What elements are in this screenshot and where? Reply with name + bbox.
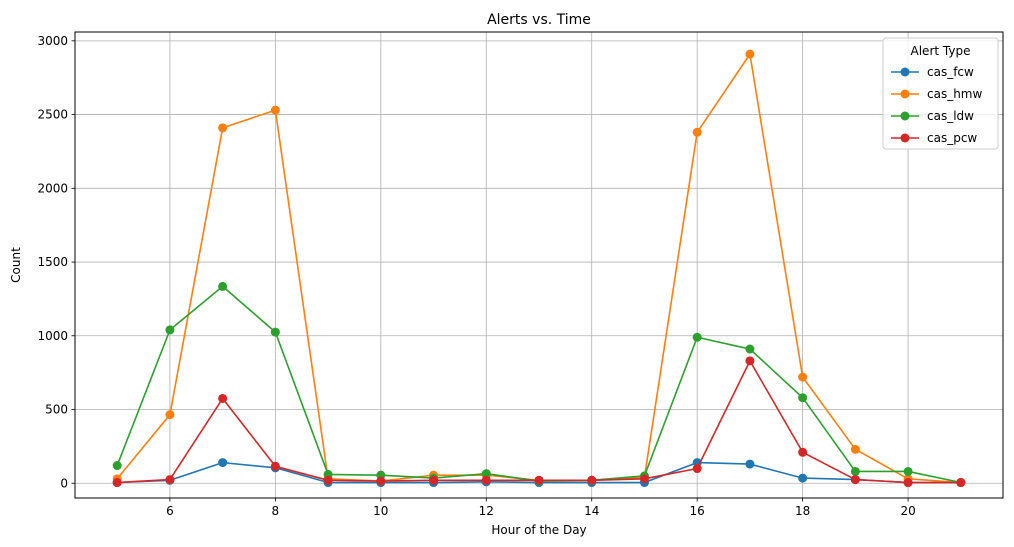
data-point-cas_pcw bbox=[323, 475, 333, 485]
data-point-cas_pcw bbox=[534, 475, 544, 485]
data-point-cas_hmw bbox=[745, 49, 755, 59]
data-point-cas_pcw bbox=[376, 476, 386, 486]
data-point-cas_ldw bbox=[270, 327, 280, 337]
data-point-cas_pcw bbox=[956, 478, 966, 488]
data-point-cas_ldw bbox=[165, 325, 175, 335]
legend-entry-cas_fcw: cas_fcw bbox=[891, 65, 974, 79]
data-point-cas_hmw bbox=[850, 444, 860, 454]
series-cas_pcw bbox=[112, 356, 966, 488]
data-point-cas_pcw bbox=[587, 475, 597, 485]
data-point-cas_ldw bbox=[692, 332, 702, 342]
legend: Alert Type cas_fcw cas_hmw cas_ldw cas_pcw bbox=[882, 37, 999, 150]
y-tick-label: 2000 bbox=[37, 181, 68, 195]
legend-marker bbox=[900, 133, 910, 143]
data-point-cas_hmw bbox=[798, 372, 808, 382]
legend-entries: cas_fcw cas_hmw cas_ldw cas_pcw bbox=[891, 65, 982, 145]
legend-label: cas_hmw bbox=[927, 87, 982, 101]
y-tick-label: 1500 bbox=[37, 255, 68, 269]
data-point-cas_hmw bbox=[692, 127, 702, 137]
y-tick-label: 0 bbox=[60, 476, 68, 490]
y-tick-label: 2500 bbox=[37, 108, 68, 122]
y-tick-label: 1000 bbox=[37, 329, 68, 343]
data-point-cas_ldw bbox=[218, 281, 228, 291]
data-point-cas_hmw bbox=[165, 410, 175, 420]
data-point-cas_fcw bbox=[798, 473, 808, 483]
legend-entry-cas_pcw: cas_pcw bbox=[891, 131, 977, 145]
y-tick-label: 500 bbox=[45, 403, 68, 417]
x-tick-label: 6 bbox=[166, 504, 174, 518]
legend-box bbox=[882, 37, 999, 150]
x-tick-label: 20 bbox=[900, 504, 915, 518]
data-point-cas_hmw bbox=[218, 123, 228, 133]
x-tick-label: 18 bbox=[795, 504, 810, 518]
legend-entry-cas_ldw: cas_ldw bbox=[891, 109, 974, 123]
data-point-cas_fcw bbox=[745, 459, 755, 469]
grid-layer bbox=[75, 32, 1003, 498]
data-point-cas_pcw bbox=[692, 464, 702, 474]
x-tick-label: 12 bbox=[479, 504, 494, 518]
x-tick-label: 10 bbox=[373, 504, 388, 518]
data-point-cas_ldw bbox=[903, 466, 913, 476]
y-axis-label: Count bbox=[9, 247, 23, 283]
data-point-cas_pcw bbox=[903, 478, 913, 488]
data-point-cas_pcw bbox=[270, 461, 280, 471]
tick-layer: 6 8 10 12 14 16 18 20 0 500 1000 1500 2000 2500 3000 bbox=[37, 34, 915, 518]
x-tick-label: 8 bbox=[272, 504, 280, 518]
y-tick-label: 3000 bbox=[37, 34, 68, 48]
data-point-cas_pcw bbox=[112, 478, 122, 488]
data-point-cas_ldw bbox=[481, 469, 491, 479]
legend-title: Alert Type bbox=[911, 44, 971, 58]
legend-marker bbox=[900, 67, 910, 77]
legend-label: cas_pcw bbox=[927, 131, 977, 145]
data-point-cas_pcw bbox=[165, 475, 175, 485]
data-point-cas_ldw bbox=[745, 344, 755, 354]
data-point-cas_pcw bbox=[798, 447, 808, 457]
plot-frame bbox=[74, 31, 1004, 499]
data-point-cas_ldw bbox=[850, 466, 860, 476]
legend-label: cas_ldw bbox=[927, 109, 974, 123]
chart-title: Alerts vs. Time bbox=[487, 12, 591, 28]
data-point-cas_pcw bbox=[850, 475, 860, 485]
data-point-cas_pcw bbox=[639, 474, 649, 484]
data-point-cas_ldw bbox=[798, 393, 808, 403]
series-cas_ldw bbox=[112, 281, 966, 488]
x-tick-label: 16 bbox=[690, 504, 705, 518]
data-point-cas_pcw bbox=[745, 356, 755, 366]
legend-marker bbox=[900, 89, 910, 99]
series-line-cas_hmw bbox=[116, 53, 961, 484]
series-line-cas_ldw bbox=[116, 285, 961, 484]
data-point-cas_pcw bbox=[218, 393, 228, 403]
data-point-cas_hmw bbox=[270, 105, 280, 115]
data-point-cas_pcw bbox=[429, 475, 439, 485]
x-tick-label: 14 bbox=[584, 504, 599, 518]
series-layer bbox=[112, 49, 966, 488]
data-point-cas_pcw bbox=[481, 475, 491, 485]
legend-marker bbox=[900, 111, 910, 121]
legend-entry-cas_hmw: cas_hmw bbox=[891, 87, 982, 101]
x-axis-label: Hour of the Day bbox=[491, 523, 586, 537]
legend-label: cas_fcw bbox=[927, 65, 974, 79]
data-point-cas_fcw bbox=[218, 458, 228, 468]
data-point-cas_ldw bbox=[112, 461, 122, 471]
